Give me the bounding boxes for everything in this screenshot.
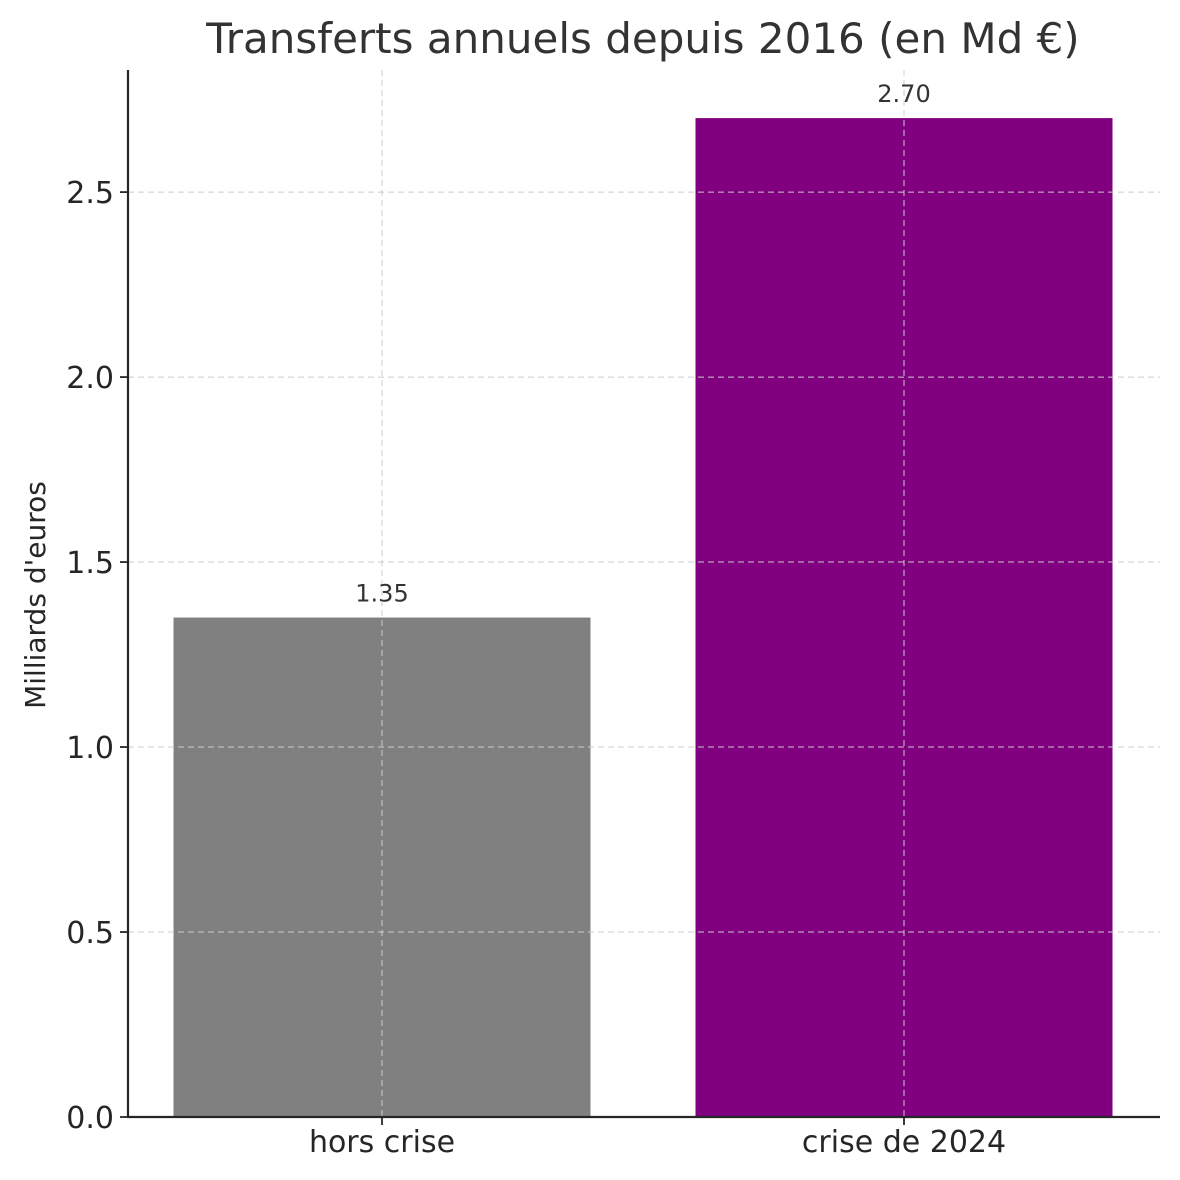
bar-value-label: 1.35 [355,580,408,608]
y-tick-label: 2.5 [66,176,114,211]
bar-value-label: 2.70 [877,80,930,108]
y-tick-label: 1.0 [66,731,114,766]
y-tick-label: 0.0 [66,1101,114,1136]
plot-area: 1.35 2.70 0.0 0.5 1.0 1.5 2.0 2.5 hors crise cris… [66,70,1160,1160]
chart-title: Transferts annuels depuis 2016 (en Md €) [205,14,1079,63]
y-axis-label: Milliards d'euros [19,481,52,709]
x-tick-label: crise de 2024 [802,1125,1006,1160]
bar [695,118,1113,1118]
y-tick-label: 1.5 [66,546,114,581]
y-tick-label: 2.0 [66,361,114,396]
y-tick-label: 0.5 [66,916,114,951]
x-tick-label: hors crise [309,1125,455,1160]
